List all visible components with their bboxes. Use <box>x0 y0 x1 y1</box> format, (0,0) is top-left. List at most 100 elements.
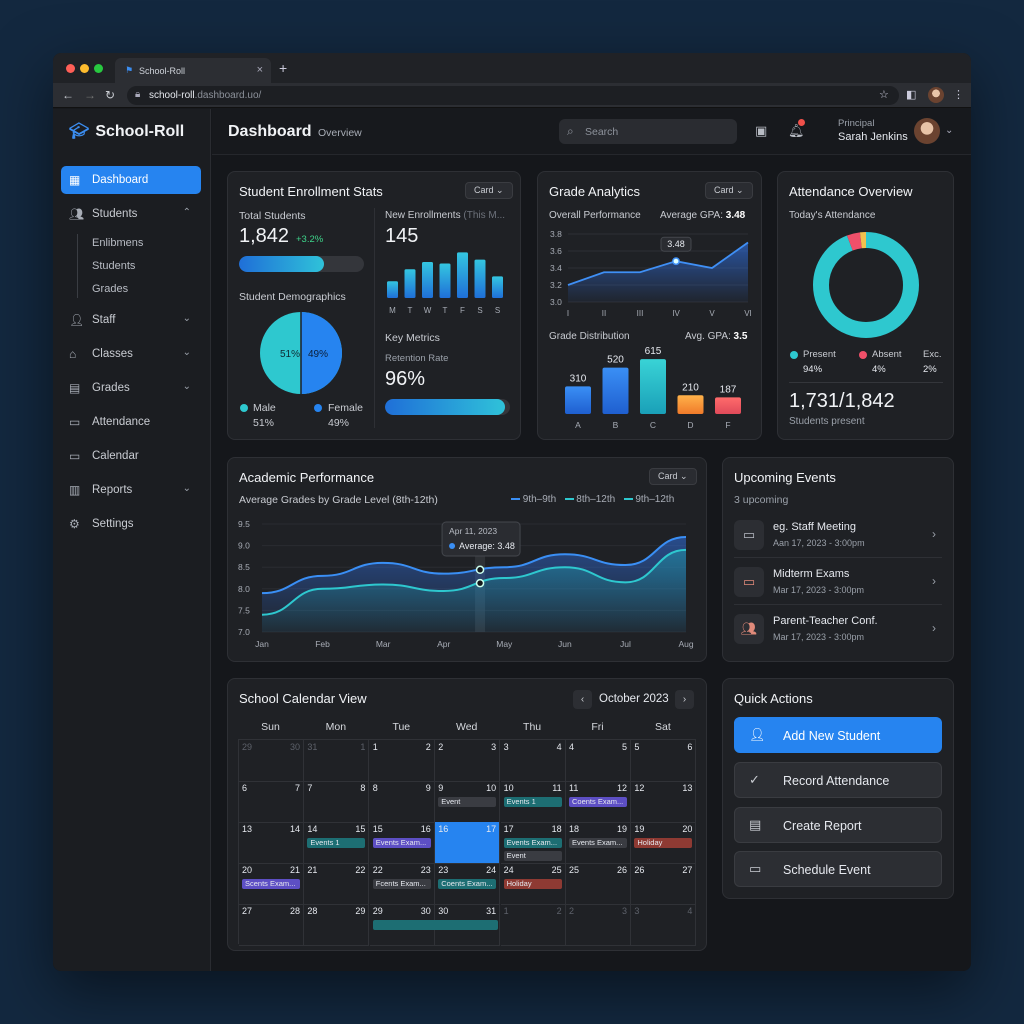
calendar-event-chip[interactable]: Events Exam... <box>372 838 431 848</box>
app-logo[interactable]: 🎓︎ School-Roll <box>69 123 185 140</box>
calendar-day[interactable]: 31 1 <box>304 740 370 782</box>
calendar-day[interactable]: 26 27 <box>631 863 697 905</box>
card-dropdown[interactable]: Card ⌄ <box>705 182 753 199</box>
calendar-day[interactable]: 24 25 Holiday <box>500 863 566 905</box>
browser-tab[interactable]: ⚑ School-Roll × <box>115 58 271 83</box>
calendar-event-chip[interactable]: Coents Exam... <box>438 879 497 889</box>
calendar-event-chip[interactable]: Event <box>503 851 562 861</box>
calendar-event-chip[interactable]: Coents Exam... <box>569 797 627 807</box>
forward-icon[interactable]: → <box>84 88 96 102</box>
calendar-day[interactable]: 12 13 <box>631 781 697 823</box>
calendar-day[interactable]: 21 22 <box>304 863 370 905</box>
sidebar-subitem-enlibmens[interactable]: Enlibmens <box>92 237 144 249</box>
calendar-day[interactable]: 14 15 Events 1 <box>304 822 370 864</box>
sidebar-subitem-grades[interactable]: Grades <box>92 283 129 295</box>
sidebar-item-staff[interactable]: 👤︎ Staff ⌄ <box>69 313 191 327</box>
new-enrollment-bar[interactable] <box>387 281 398 298</box>
record-attendance-button[interactable]: ✓ Record Attendance <box>734 762 942 798</box>
avatar[interactable] <box>914 118 940 144</box>
sidebar-item-calendar[interactable]: ▭ Calendar <box>69 449 139 463</box>
calendar-event-chip[interactable]: Fcents Exam... <box>372 879 431 889</box>
close-window-dot[interactable] <box>66 64 75 73</box>
calendar-day[interactable]: 16 17 <box>435 822 501 864</box>
sidebar-item-grades[interactable]: ▤ Grades ⌄ <box>69 381 191 395</box>
calendar-day[interactable]: 15 16 Events Exam... <box>369 822 435 864</box>
grade-bar-a[interactable] <box>565 386 591 414</box>
calendar-event-chip[interactable]: Event <box>438 797 497 807</box>
event-item[interactable]: 👥︎ Parent-Teacher Conf. Mar 17, 2023 - 3:0… <box>734 606 942 652</box>
calendar-event-chip[interactable]: Events Exam... <box>569 838 627 848</box>
user-menu-chevron-icon[interactable]: ⌄ <box>945 125 954 136</box>
address-bar[interactable]: 🔒︎ school-roll.dashboard.uo/ <box>127 86 899 105</box>
grade-bar-b[interactable] <box>602 367 629 414</box>
sidebar-item-dashboard[interactable]: ▦ Dashboard <box>61 166 201 194</box>
calendar-day[interactable]: 25 26 <box>566 863 631 905</box>
calendar-event-chip[interactable]: Events 1 <box>307 838 366 848</box>
calendar-day[interactable]: 28 29 <box>304 904 370 946</box>
reload-icon[interactable]: ↻ <box>105 88 116 102</box>
sidebar-subitem-students[interactable]: Students <box>92 260 136 272</box>
sidebar-item-classes[interactable]: ⌂ Classes ⌄ <box>69 347 191 361</box>
grade-bar-f[interactable] <box>715 397 741 414</box>
new-enrollment-bar[interactable] <box>492 276 503 298</box>
calendar-day[interactable]: 11 12 Coents Exam... <box>566 781 631 823</box>
calendar-day[interactable]: 23 24 Coents Exam... <box>435 863 501 905</box>
series-point-9th-12th[interactable] <box>475 578 485 588</box>
calendar-day[interactable]: 20 21 Scents Exam... <box>239 863 304 905</box>
maximize-window-dot[interactable] <box>94 64 103 73</box>
calendar-event-chip[interactable]: Scents Exam... <box>242 879 300 889</box>
donut-slice-present[interactable] <box>813 232 919 338</box>
donut-slice-excused[interactable] <box>813 232 919 338</box>
calendar-day[interactable]: 29 30 <box>239 740 304 782</box>
card-dropdown[interactable]: Card ⌄ <box>649 468 697 485</box>
performance-point[interactable] <box>672 257 680 266</box>
calendar-day[interactable]: 17 18 Events Exam... Event <box>500 822 566 864</box>
sidebar-item-students[interactable]: 👥︎ Students ⌃ <box>69 207 191 221</box>
new-enrollment-bar[interactable] <box>404 269 416 298</box>
new-enrollment-bar[interactable] <box>474 259 486 298</box>
sidebar-item-reports[interactable]: ▥ Reports ⌄ <box>69 483 191 497</box>
series-point-8th-12th[interactable] <box>475 565 485 575</box>
new-enrollment-bar[interactable] <box>457 252 468 298</box>
add-new-student-button[interactable]: 👤︎ Add New Student <box>734 717 942 753</box>
bell-icon[interactable]: 🔔︎ <box>788 123 805 138</box>
search-input[interactable]: ⌕ Search <box>559 119 737 144</box>
prev-month-button[interactable]: ‹ <box>573 690 592 709</box>
calendar-day[interactable]: 9 10 Event <box>435 781 501 823</box>
calendar-day[interactable]: 27 28 <box>239 904 304 946</box>
new-enrollment-bar[interactable] <box>439 263 451 298</box>
sidebar-item-settings[interactable]: ⚙ Settings <box>69 517 134 531</box>
calendar-event-chip[interactable]: Events 1 <box>503 797 562 807</box>
messages-icon[interactable]: ▣ <box>755 123 768 138</box>
minimize-window-dot[interactable] <box>80 64 89 73</box>
next-month-button[interactable]: › <box>675 690 694 709</box>
calendar-event-chip[interactable]: Holiday <box>503 879 562 889</box>
grade-bar-d[interactable] <box>677 395 704 414</box>
calendar-day[interactable]: 30 31 <box>435 904 501 946</box>
new-tab-icon[interactable]: + <box>279 60 288 76</box>
browser-profile-avatar[interactable] <box>928 87 944 103</box>
multi-day-event-bar[interactable] <box>372 920 498 930</box>
card-dropdown[interactable]: Card ⌄ <box>465 182 513 199</box>
event-item[interactable]: ▭ eg. Staff Meeting Aan 17, 2023 - 3:00pm › <box>734 512 942 558</box>
grade-bar-c[interactable] <box>640 359 666 414</box>
create-report-button[interactable]: ▤ Create Report <box>734 807 942 843</box>
calendar-event-chip[interactable]: Events Exam... <box>503 838 562 848</box>
calendar-day[interactable]: 18 19 Events Exam... <box>566 822 631 864</box>
calendar-day[interactable]: 22 23 Fcents Exam... <box>369 863 435 905</box>
calendar-day[interactable]: 19 20 Holiday <box>631 822 697 864</box>
back-icon[interactable]: ← <box>62 88 74 102</box>
event-item[interactable]: ▭ Midterm Exams Mar 17, 2023 - 3:00pm › <box>734 559 942 605</box>
new-enrollment-bar[interactable] <box>422 262 433 298</box>
